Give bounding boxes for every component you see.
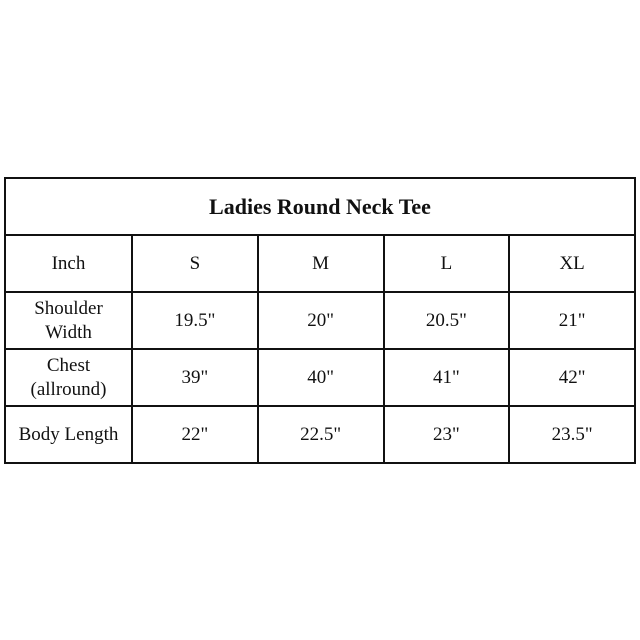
table-cell: 22" xyxy=(131,405,259,464)
table-cell: 21" xyxy=(508,291,636,350)
table-cell: 23.5" xyxy=(508,405,636,464)
row-label: Chest (allround) xyxy=(4,348,133,407)
header-row: Inch S M L XL xyxy=(4,234,636,293)
table-cell: 42" xyxy=(508,348,636,407)
row-label-line: Shoulder xyxy=(34,297,103,319)
table-cell: 19.5" xyxy=(131,291,259,350)
table-title: Ladies Round Neck Tee xyxy=(4,177,636,236)
table-row: Shoulder Width 19.5" 20" 20.5" 21" xyxy=(4,291,636,350)
table-cell: 20" xyxy=(256,291,385,350)
header-cell: L xyxy=(382,234,511,293)
header-cell: M xyxy=(256,234,385,293)
table-cell: 22.5" xyxy=(256,405,385,464)
header-cell: S xyxy=(131,234,259,293)
table-row: Body Length 22" 22.5" 23" 23.5" xyxy=(4,405,636,464)
table-cell: 20.5" xyxy=(382,291,511,350)
table-cell: 41" xyxy=(382,348,511,407)
table-cell: 40" xyxy=(256,348,385,407)
header-cell: XL xyxy=(508,234,636,293)
row-label-line: Width xyxy=(45,321,92,343)
title-row: Ladies Round Neck Tee xyxy=(4,177,636,236)
table-cell: 23" xyxy=(382,405,511,464)
row-label: Shoulder Width xyxy=(4,291,133,350)
row-label: Body Length xyxy=(4,405,133,464)
size-chart-table: Ladies Round Neck Tee Inch S M L XL Shou… xyxy=(4,177,636,464)
header-cell: Inch xyxy=(4,234,133,293)
table-row: Chest (allround) 39" 40" 41" 42" xyxy=(4,348,636,407)
row-label-line: (allround) xyxy=(30,378,107,400)
table-cell: 39" xyxy=(131,348,259,407)
row-label-line: Chest xyxy=(46,354,91,376)
